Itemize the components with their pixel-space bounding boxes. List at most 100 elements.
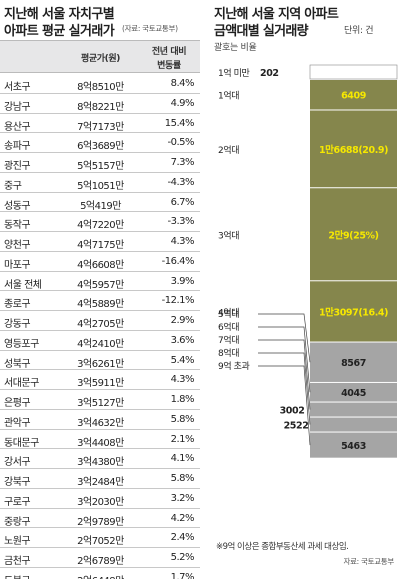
chart-footnote: ※9억 이상은 종합부동산세 과세 대상임. xyxy=(216,542,349,552)
table-row: 서초구 8억8510만 8.4% xyxy=(0,74,200,94)
category-label: 3억대 xyxy=(218,229,239,241)
table-row: 중구 5억1051만 -4.3% xyxy=(0,173,200,193)
change-cell: 4.3% xyxy=(170,374,195,386)
change-cell: 6.7% xyxy=(170,196,195,208)
value-label: 1만6688(20.9) xyxy=(319,144,388,156)
bar xyxy=(310,382,397,402)
category-label: 5억대 xyxy=(218,308,239,320)
change-cell: 4.2% xyxy=(170,512,195,524)
table-row: 노원구 2억7052만 2.4% xyxy=(0,528,200,548)
change-cell: 3.2% xyxy=(170,492,195,504)
district-cell: 중구 xyxy=(4,180,22,192)
bar xyxy=(310,80,397,110)
table-row: 구로구 3억2030만 3.2% xyxy=(0,489,200,509)
district-cell: 서대문구 xyxy=(4,378,39,390)
table-row: 성북구 3억6261만 5.4% xyxy=(0,351,200,371)
price-cell: 3억5911만 xyxy=(77,378,124,390)
district-cell: 중랑구 xyxy=(4,516,31,528)
table-row: 성동구 5억419만 6.7% xyxy=(0,193,200,213)
bar xyxy=(310,417,397,432)
price-cell: 4억6608만 xyxy=(77,259,124,271)
table-row: 중랑구 2억9789만 4.2% xyxy=(0,509,200,529)
district-cell: 노원구 xyxy=(4,536,31,548)
value-label: 3002 xyxy=(280,406,305,417)
chart-source: 자료: 국토교통부 xyxy=(343,557,394,566)
bar xyxy=(310,432,397,458)
change-cell: 4.9% xyxy=(170,97,195,109)
district-cell: 구로구 xyxy=(4,496,31,508)
value-label: 4045 xyxy=(341,388,366,399)
district-cell: 송파구 xyxy=(4,141,31,153)
change-cell: 2.4% xyxy=(170,532,195,544)
change-cell: 2.1% xyxy=(170,433,195,445)
chart-title-line1: 지난해 서울 지역 아파트 xyxy=(214,7,339,22)
table-row: 광진구 5억5157만 7.3% xyxy=(0,153,200,173)
table-row: 서대문구 3억5911만 4.3% xyxy=(0,370,200,390)
price-cell: 6억3689만 xyxy=(77,141,124,153)
table-source: (자료: 국토교통부) xyxy=(122,24,178,33)
table-row: 종로구 4억5889만 -12.1% xyxy=(0,291,200,311)
chart-note: 괄호는 비율 xyxy=(214,43,257,53)
chart-unit: 단위: 건 xyxy=(344,26,374,36)
district-cell: 성북구 xyxy=(4,358,31,370)
table-row: 마포구 4억6608만 -16.4% xyxy=(0,252,200,272)
price-cell: 4억7220만 xyxy=(77,220,124,232)
table-row: 서울 전체 4억5957만 3.9% xyxy=(0,272,200,292)
price-cell: 2억9789만 xyxy=(77,516,124,528)
district-cell: 서울 전체 xyxy=(4,279,42,291)
label-connector xyxy=(258,326,311,393)
district-cell: 관악구 xyxy=(4,417,31,429)
price-cell: 4억2410만 xyxy=(77,338,124,350)
price-cell: 7억7173만 xyxy=(77,121,124,133)
table-row: 영등포구 4억2410만 3.6% xyxy=(0,331,200,351)
value-label: 1만3097(16.4) xyxy=(319,306,388,318)
category-label: 2억대 xyxy=(218,144,239,156)
district-cell: 영등포구 xyxy=(4,338,39,350)
category-label: 6억대 xyxy=(218,321,239,333)
table-row: 관악구 3억4632만 5.8% xyxy=(0,410,200,430)
district-cell: 양천구 xyxy=(4,240,31,251)
price-cell: 5억419만 xyxy=(80,200,121,212)
change-cell: -4.3% xyxy=(167,176,194,188)
district-cell: 금천구 xyxy=(4,556,31,567)
district-cell: 동작구 xyxy=(4,220,31,232)
value-label: 2522 xyxy=(284,421,309,432)
bar xyxy=(309,64,398,80)
table-row: 강동구 4억2705만 2.9% xyxy=(0,311,200,331)
price-cell: 3억4408만 xyxy=(77,437,124,449)
price-cell: 2억7052만 xyxy=(77,536,124,548)
table-title-line2: 아파트 평균 실거래가 xyxy=(4,24,115,39)
price-cell: 3억5127만 xyxy=(77,398,124,409)
price-cell: 3억6261만 xyxy=(77,358,124,370)
district-cell: 종로구 xyxy=(4,299,31,311)
table-row: 동작구 4억7220만 -3.3% xyxy=(0,212,200,232)
change-cell: 5.8% xyxy=(170,473,195,484)
table-row: 용산구 7억7173만 15.4% xyxy=(0,114,200,134)
change-cell: 1.7% xyxy=(170,571,195,579)
chart-title-line2: 금액대별 실거래량 xyxy=(214,24,309,39)
label-connector xyxy=(258,352,311,425)
district-cell: 은평구 xyxy=(4,398,31,409)
change-cell: 5.8% xyxy=(170,413,195,425)
price-cell: 8억8510만 xyxy=(77,82,124,93)
change-cell: 8.4% xyxy=(170,78,195,89)
change-cell: 4.3% xyxy=(170,236,195,247)
district-cell: 도봉구 xyxy=(4,572,31,579)
category-label: 9억 초과 xyxy=(218,360,250,372)
table-row: 강남구 8억8221만 4.9% xyxy=(0,94,200,114)
district-cell: 강북구 xyxy=(4,477,31,488)
bar xyxy=(310,110,397,188)
table-row: 금천구 2억6789만 5.2% xyxy=(0,548,200,568)
price-cell: 4억7175만 xyxy=(77,240,124,251)
price-cell: 3억4632만 xyxy=(77,417,124,429)
category-label: 8억대 xyxy=(218,347,239,359)
table-title-line1: 지난해 서울 자치구별 xyxy=(4,7,115,22)
price-cell: 4억5957만 xyxy=(77,279,124,291)
category-label: 4억대 xyxy=(218,306,239,318)
label-connector xyxy=(258,365,311,446)
value-label: 6409 xyxy=(341,91,366,102)
header-change-line2: 변동률 xyxy=(157,61,181,71)
change-cell: -3.3% xyxy=(167,216,194,228)
panel-divider xyxy=(200,0,214,579)
bar xyxy=(310,402,397,417)
